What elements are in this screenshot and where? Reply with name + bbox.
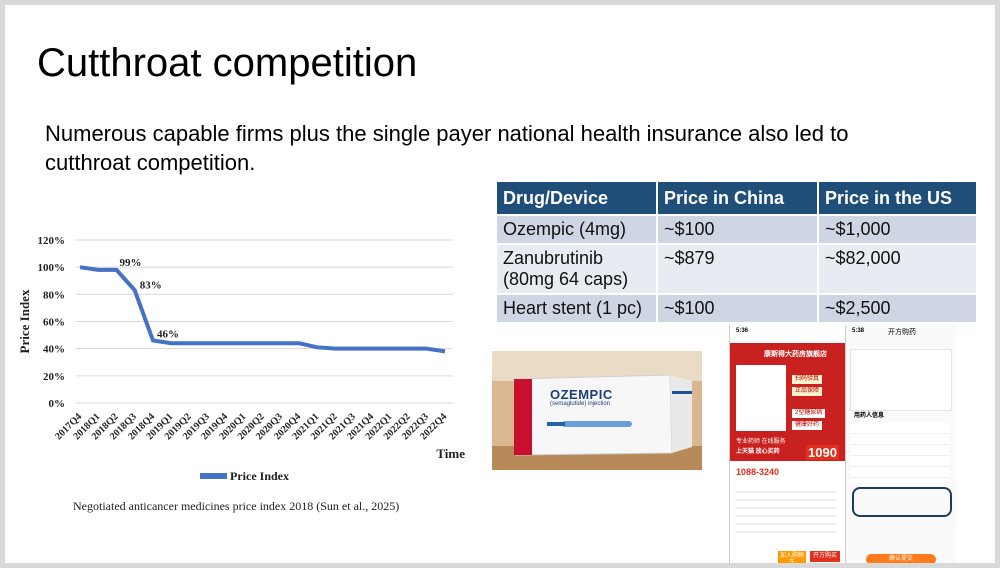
table-row: Ozempic (4mg) ~$100 ~$1,000 <box>497 215 977 244</box>
phone-time: 5:36 <box>736 328 748 335</box>
phone-screenshot-store: 5:36 康斯得大药房旗舰店 扫码验真 正品保障 2型糖尿病 健康好药 专业药师… <box>729 325 845 563</box>
legend-label: Price Index <box>230 469 289 483</box>
table-cell-china: ~$100 <box>657 294 818 322</box>
y-tick-label: 20% <box>43 371 65 383</box>
y-tick-label: 120% <box>38 235 66 247</box>
product-subtitle: (semaglutide) injection <box>550 401 610 407</box>
ozempic-product-photo: OZEMPIC (semaglutide) injection <box>492 351 702 470</box>
slide: Cutthroat competition Numerous capable f… <box>5 5 995 563</box>
table-cell-item: Heart stent (1 pc) <box>497 294 657 322</box>
y-tick-label: 0% <box>49 398 66 410</box>
badge: 扫码验真 <box>792 375 822 384</box>
table-cell-item: Zanubrutinib (80mg 64 caps) <box>497 244 657 294</box>
table-cell-item: Ozempic (4mg) <box>497 215 657 244</box>
phone-screenshot-prescription: 5:38 开方购药 用药人信息 确认提交 <box>845 325 956 563</box>
y-tick-label: 100% <box>38 262 66 274</box>
table-cell-china: ~$100 <box>657 215 818 244</box>
badge: 2型糖尿病 <box>792 409 825 418</box>
data-label: 83% <box>140 279 162 291</box>
drug-card <box>850 349 952 411</box>
table-row: Heart stent (1 pc) ~$100 ~$2,500 <box>497 294 977 322</box>
product-detail-lines <box>736 485 836 537</box>
table-row: Zanubrutinib (80mg 64 caps) ~$879 ~$82,0… <box>497 244 977 294</box>
y-axis-label: Price Index <box>17 289 32 353</box>
promo-text: 专业药师 在线服务 <box>736 439 786 446</box>
store-name: 康斯得大药房旗舰店 <box>764 351 827 358</box>
patient-form <box>850 423 950 483</box>
y-tick-label: 80% <box>43 289 65 301</box>
series-line-price-index <box>80 267 445 351</box>
price-range: 1088-3240 <box>736 467 779 477</box>
slide-title: Cutthroat competition <box>37 41 417 86</box>
chart-labels: 99% 83% 46% Price Index <box>120 257 290 483</box>
slide-subtitle: Numerous capable firms plus the single p… <box>45 119 885 177</box>
promo-text-2: 上天猫 放心买药 <box>736 449 780 456</box>
ozempic-box-illustration <box>492 351 702 470</box>
badge: 正品保障 <box>792 387 822 396</box>
form-highlight <box>852 487 952 517</box>
price-comparison-table: Drug/Device Price in China Price in the … <box>497 182 978 322</box>
table-header-row: Drug/Device Price in China Price in the … <box>497 182 977 215</box>
table-cell-us: ~$1,000 <box>818 215 977 244</box>
add-to-cart-button[interactable]: 加入购物车 <box>778 551 806 563</box>
phone-time: 5:38 <box>852 328 864 335</box>
y-tick-label: 60% <box>43 317 65 329</box>
submit-button[interactable]: 确认提交 <box>866 554 936 563</box>
price-big: 1090 <box>806 445 839 460</box>
price-index-chart: 0%20%40%60%80%100%120%Price Index2017Q42… <box>15 223 475 488</box>
section-label: 用药人信息 <box>854 413 884 420</box>
screen-title: 开方购药 <box>888 329 916 336</box>
chart-caption: Negotiated anticancer medicines price in… <box>73 499 399 514</box>
table-header-cell: Price in the US <box>818 182 977 215</box>
product-thumb <box>736 365 786 431</box>
table-cell-us: ~$2,500 <box>818 294 977 322</box>
chart-series <box>80 267 445 351</box>
data-label: 99% <box>120 257 142 269</box>
x-axis-label: Time <box>436 446 465 461</box>
y-tick-label: 40% <box>43 344 65 356</box>
prescribe-buy-button[interactable]: 开方购买 <box>810 551 840 562</box>
badge: 健康好药 <box>792 421 822 430</box>
table-header-cell: Drug/Device <box>497 182 657 215</box>
table-header-cell: Price in China <box>657 182 818 215</box>
table-cell-us: ~$82,000 <box>818 244 977 294</box>
product-brand: OZEMPIC <box>550 387 613 402</box>
table-cell-china: ~$879 <box>657 244 818 294</box>
data-label: 46% <box>157 329 179 341</box>
